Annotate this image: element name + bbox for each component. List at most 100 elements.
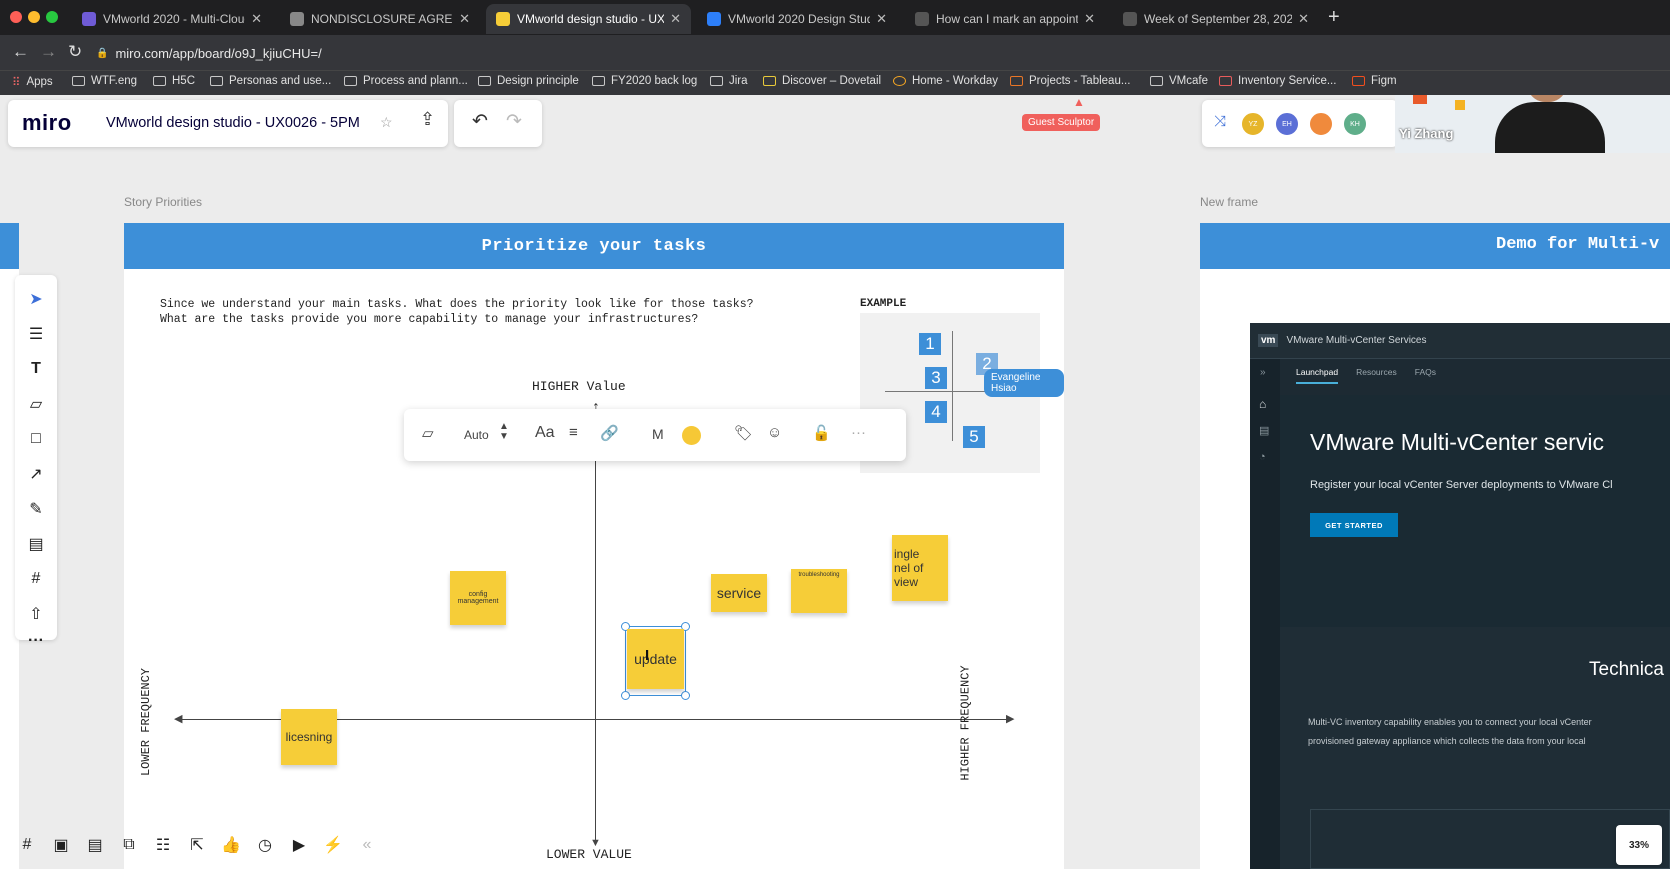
sticky-note-licensing[interactable]: licesning xyxy=(281,709,337,765)
browser-tab[interactable]: VMworld 2020 - Multi-Cloud M ✕ xyxy=(72,4,272,34)
frame-title: Demo for Multi-v xyxy=(1496,235,1660,254)
more-tools-icon[interactable]: ··· xyxy=(28,632,44,649)
share-icon[interactable]: ⇱ xyxy=(190,837,204,854)
bookmark-item[interactable]: Inventory Service... xyxy=(1219,75,1336,87)
bookmark-item[interactable]: Process and plann... xyxy=(344,75,468,87)
frame-label[interactable]: New frame xyxy=(1200,195,1259,209)
bookmark-item[interactable]: VMcafe xyxy=(1150,75,1208,87)
star-icon[interactable]: ☆ xyxy=(380,114,393,130)
maximize-window-button[interactable] xyxy=(46,11,58,23)
bookmark-item[interactable]: H5C xyxy=(153,75,195,87)
text-tool-icon[interactable]: T xyxy=(31,360,41,377)
frames-icon[interactable]: # xyxy=(22,836,32,853)
bookmark-item[interactable]: Personas and use... xyxy=(210,75,331,87)
selection-handle[interactable] xyxy=(621,622,630,631)
board-name[interactable]: VMworld design studio - UX0026 - 5PM xyxy=(106,115,360,131)
close-tab-icon[interactable]: ✕ xyxy=(459,11,470,26)
axis-left-label: LOWER FREQUENCY xyxy=(139,667,154,777)
sticky-note-update[interactable]: update xyxy=(627,629,684,689)
minimize-window-button[interactable] xyxy=(28,11,40,23)
timer-icon[interactable]: ◷ xyxy=(258,837,272,854)
comment-icon[interactable]: ▤ xyxy=(28,536,44,553)
close-tab-icon[interactable]: ✕ xyxy=(251,11,262,26)
browser-tab-active[interactable]: VMworld design studio - UX00 ✕ xyxy=(486,4,691,34)
back-arrow-icon[interactable]: ← xyxy=(12,42,29,61)
selection-handle[interactable] xyxy=(681,622,690,631)
reload-icon[interactable]: ↻ xyxy=(68,42,83,61)
pen-icon[interactable]: ✎ xyxy=(29,501,43,518)
cards-icon[interactable]: ☷ xyxy=(155,837,171,854)
bookmark-item[interactable]: Projects - Tableau... xyxy=(1010,75,1130,87)
zoom-level[interactable]: 33% xyxy=(1616,825,1662,865)
avatar[interactable]: YZ xyxy=(1240,111,1266,137)
selection-handle[interactable] xyxy=(621,691,630,700)
demo-frame[interactable]: Demo for Multi-v vm VMware Multi-vCenter… xyxy=(1200,223,1670,869)
prioritize-frame[interactable]: Prioritize your tasks Since we understan… xyxy=(124,223,1064,869)
presentation-icon[interactable]: ▣ xyxy=(53,837,69,854)
miro-logo[interactable]: miro xyxy=(22,110,72,135)
selection-box xyxy=(625,626,686,696)
selection-handle[interactable] xyxy=(681,691,690,700)
close-tab-icon[interactable]: ✕ xyxy=(1298,11,1309,26)
select-cursor-icon[interactable]: ➤ xyxy=(29,291,43,308)
collapse-icon[interactable]: « xyxy=(362,836,372,853)
sticky-note-troubleshooting[interactable]: troubleshooting xyxy=(791,569,847,613)
filter-cursor-icon[interactable]: ⤨ xyxy=(1214,113,1227,130)
close-tab-icon[interactable]: ✕ xyxy=(670,11,681,26)
close-tab-icon[interactable]: ✕ xyxy=(876,11,887,26)
close-window-button[interactable] xyxy=(10,11,22,23)
left-toolbar: ➤ ☰ T ▱ □ ↗ ✎ ▤ # ⇧ ··· xyxy=(15,275,57,649)
close-tab-icon[interactable]: ✕ xyxy=(1084,11,1095,26)
bookmark-item[interactable]: Figm xyxy=(1352,75,1397,87)
browser-tab[interactable]: NONDISCLOSURE AGREEMEN ✕ xyxy=(280,4,480,34)
sticky-note-single-view[interactable]: ingle nel of view xyxy=(892,535,948,601)
align-icon[interactable]: ≡ xyxy=(569,424,578,441)
screen-share-icon[interactable]: ⧉ xyxy=(123,836,135,853)
bookmark-item[interactable]: Home - Workday xyxy=(893,75,998,87)
connector-line-icon[interactable]: ↗ xyxy=(29,466,43,483)
browser-tab[interactable]: VMworld 2020 Design Studio ✕ xyxy=(697,4,897,34)
sticky-note-tool-icon[interactable]: ▱ xyxy=(29,396,43,413)
templates-icon[interactable]: ☰ xyxy=(28,326,44,343)
frame-tool-icon[interactable]: # xyxy=(31,570,41,587)
voting-icon[interactable]: 👍 xyxy=(221,837,241,854)
font-size-select[interactable]: Auto xyxy=(464,428,489,442)
lock-icon[interactable]: 🔓 xyxy=(812,425,831,442)
frame-label[interactable]: Story Priorities xyxy=(124,195,203,209)
sticky-note-config[interactable]: config management xyxy=(450,571,506,625)
text-style-button[interactable]: Aa xyxy=(535,424,555,441)
tag-icon[interactable]: 🏷 xyxy=(734,425,754,442)
bookmark-apps[interactable]: ⠿ Apps xyxy=(12,75,53,89)
lightning-icon[interactable]: ⚡ xyxy=(323,837,343,854)
avatar[interactable]: KH xyxy=(1342,111,1368,137)
redo-icon[interactable]: ↷ xyxy=(506,111,522,132)
bookmark-item[interactable]: WTF.eng xyxy=(72,75,137,87)
more-icon[interactable]: ··· xyxy=(851,424,866,441)
sticky-note-service[interactable]: service xyxy=(711,574,767,612)
bookmark-item[interactable]: Discover – Dovetail xyxy=(763,75,881,87)
stepper-icon[interactable]: ▲ ▼ xyxy=(499,421,509,442)
bookmark-item[interactable]: Jira xyxy=(710,75,748,87)
avatar[interactable]: EH xyxy=(1274,111,1300,137)
shape-tool-icon[interactable]: □ xyxy=(31,430,41,447)
forward-arrow-icon[interactable]: → xyxy=(40,42,57,61)
app-title: VMware Multi-vCenter Services xyxy=(1286,335,1427,346)
board-canvas[interactable]: miro VMworld design studio - UX0026 - 5P… xyxy=(0,95,1670,869)
browser-tab[interactable]: Week of September 28, 2020 ✕ xyxy=(1113,4,1319,34)
avatar[interactable] xyxy=(1308,111,1334,137)
comments-icon[interactable]: ▤ xyxy=(87,837,103,854)
emoji-icon[interactable]: ☺ xyxy=(767,424,783,441)
undo-icon[interactable]: ↶ xyxy=(472,111,488,132)
bookmark-item[interactable]: Design principle xyxy=(478,75,579,87)
color-swatch[interactable] xyxy=(682,426,701,445)
sticky-note-icon[interactable]: ▱ xyxy=(422,425,434,442)
new-tab-button[interactable]: + xyxy=(1328,6,1340,28)
upload-icon[interactable]: ⇧ xyxy=(29,606,43,623)
video-chat-icon[interactable]: ▶ xyxy=(292,837,306,854)
share-export-icon[interactable]: ⇪ xyxy=(420,109,436,129)
bookmark-item[interactable]: FY2020 back log xyxy=(592,75,697,87)
url-input[interactable]: 🔒 miro.com/app/board/o9J_kjiuCHU=/ xyxy=(96,42,1396,64)
marker-button[interactable]: M xyxy=(652,426,664,442)
browser-tab[interactable]: How can I mark an appointmen ✕ xyxy=(905,4,1105,34)
link-icon[interactable]: 🔗 xyxy=(600,425,619,442)
